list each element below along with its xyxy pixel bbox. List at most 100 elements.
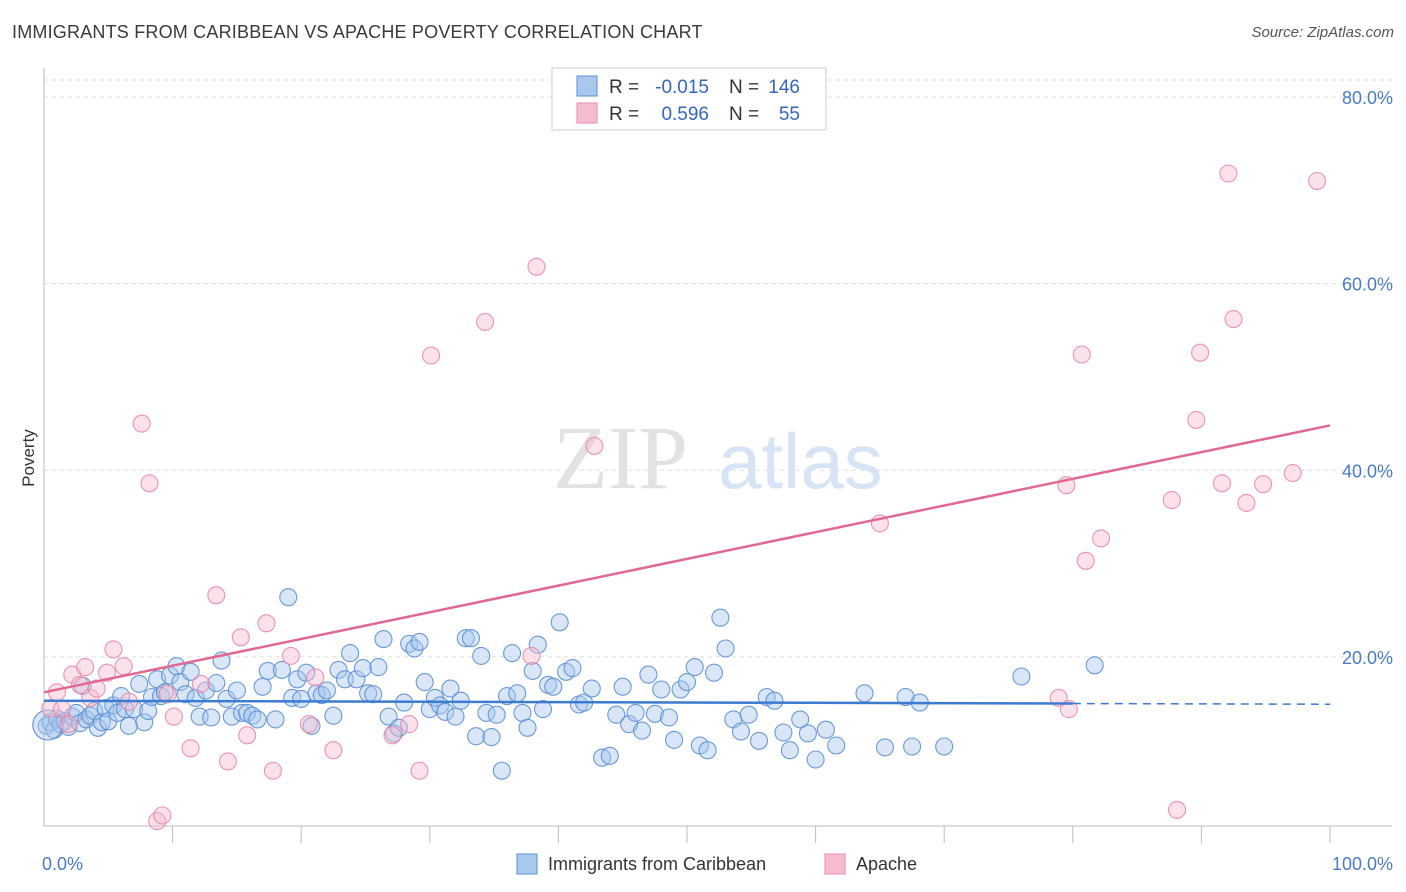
x-tick-labels: 0.0% 100.0% bbox=[42, 854, 1393, 874]
apache-point bbox=[1162, 491, 1181, 510]
legend-box bbox=[551, 67, 827, 131]
caribbean-point bbox=[749, 731, 769, 750]
caribbean-point bbox=[292, 689, 311, 708]
caribbean-point bbox=[92, 713, 111, 732]
caribbean-point bbox=[600, 746, 619, 765]
caribbean-point bbox=[288, 670, 307, 689]
caribbean-point bbox=[704, 663, 724, 682]
caribbean-point bbox=[508, 684, 527, 703]
caribbean-point bbox=[563, 659, 582, 678]
caribbean-point bbox=[875, 738, 895, 757]
caribbean-point bbox=[716, 639, 735, 658]
apache-point bbox=[238, 726, 257, 745]
caribbean-point bbox=[266, 710, 285, 729]
caribbean-point bbox=[446, 707, 465, 726]
caribbean-point bbox=[472, 646, 491, 665]
caribbean-point bbox=[626, 703, 645, 722]
x-tick-label: 100.0% bbox=[1332, 854, 1393, 874]
caribbean-point bbox=[659, 708, 679, 727]
caribbean-point bbox=[593, 748, 612, 767]
caribbean-point bbox=[410, 632, 429, 651]
apache-point bbox=[158, 685, 177, 704]
apache-point bbox=[410, 761, 429, 780]
apache-point bbox=[231, 628, 250, 647]
watermark-zip: ZIP bbox=[553, 409, 688, 508]
caribbean-point bbox=[238, 703, 257, 722]
caribbean-point bbox=[415, 673, 434, 692]
series-legend-label-apache: Apache bbox=[856, 854, 917, 874]
legend-r-value-2: 0.596 bbox=[661, 104, 709, 125]
apache-point bbox=[263, 761, 282, 780]
legend-n-value-1: 146 bbox=[768, 77, 800, 98]
y-tick-labels: 20.0% 40.0% 60.0% 80.0% bbox=[1342, 88, 1393, 668]
apache-point bbox=[527, 257, 546, 276]
caribbean-trend-line bbox=[43, 699, 1073, 705]
apache-point bbox=[47, 683, 66, 702]
caribbean-point bbox=[272, 660, 291, 679]
apache-point bbox=[1059, 700, 1078, 719]
caribbean-point bbox=[202, 708, 221, 727]
apache-point bbox=[114, 657, 133, 676]
y-tick-label: 80.0% bbox=[1342, 88, 1393, 108]
caribbean-point bbox=[903, 737, 922, 756]
legend-r-value-1: -0.015 bbox=[655, 77, 709, 98]
caribbean-point bbox=[639, 665, 658, 684]
caribbean-point bbox=[176, 685, 195, 704]
caribbean-point bbox=[456, 629, 475, 648]
caribbean-point bbox=[774, 723, 793, 742]
caribbean-point bbox=[487, 705, 506, 724]
apache-point bbox=[1224, 310, 1243, 329]
caribbean-point bbox=[207, 673, 226, 693]
caribbean-point bbox=[364, 685, 383, 704]
caribbean-point bbox=[139, 701, 158, 721]
series-apache-points bbox=[41, 164, 1327, 831]
y-tick-label: 20.0% bbox=[1342, 648, 1393, 668]
apache-point bbox=[148, 812, 167, 831]
caribbean-point bbox=[353, 659, 372, 678]
caribbean-point bbox=[1012, 667, 1031, 686]
apache-point bbox=[1219, 164, 1238, 183]
caribbean-point bbox=[329, 660, 348, 679]
apache-point bbox=[191, 674, 210, 693]
apache-point bbox=[522, 646, 541, 665]
y-axis-title: Poverty bbox=[19, 429, 38, 487]
caribbean-point bbox=[677, 673, 697, 692]
apache-point bbox=[383, 726, 402, 745]
apache-point bbox=[1254, 475, 1273, 494]
apache-point bbox=[153, 806, 172, 825]
apache-point bbox=[1212, 474, 1232, 493]
caribbean-point bbox=[379, 707, 398, 726]
apache-point bbox=[585, 436, 604, 456]
caribbean-point bbox=[711, 608, 730, 627]
apache-point bbox=[164, 707, 183, 726]
caribbean-point bbox=[523, 661, 542, 680]
caribbean-trend-extension bbox=[1072, 702, 1331, 705]
caribbean-point bbox=[492, 761, 511, 780]
caribbean-point bbox=[248, 710, 267, 729]
apache-point bbox=[476, 312, 495, 331]
caribbean-point bbox=[374, 630, 393, 649]
caribbean-point bbox=[613, 677, 632, 696]
caribbean-point bbox=[503, 644, 522, 663]
legend-r-label-1: R = bbox=[609, 77, 639, 98]
series-legend-label-caribbean: Immigrants from Caribbean bbox=[548, 854, 766, 874]
caribbean-point bbox=[222, 707, 241, 726]
apache-point bbox=[281, 646, 300, 665]
caribbean-point bbox=[582, 679, 601, 698]
chart-source: Source: ZipAtlas.com bbox=[1251, 24, 1394, 41]
caribbean-point bbox=[369, 658, 388, 677]
y-tick-label: 60.0% bbox=[1342, 275, 1393, 295]
apache-point bbox=[1308, 171, 1327, 191]
apache-point bbox=[132, 414, 151, 433]
legend-swatch-pink bbox=[576, 102, 598, 124]
caribbean-point bbox=[347, 670, 366, 689]
caribbean-point bbox=[253, 677, 272, 696]
caribbean-point bbox=[482, 728, 501, 747]
caribbean-point bbox=[827, 736, 846, 755]
apache-point bbox=[104, 640, 123, 659]
caribbean-point bbox=[528, 635, 547, 654]
axes bbox=[43, 68, 1392, 843]
caribbean-point bbox=[550, 613, 569, 632]
caribbean-point bbox=[341, 644, 360, 663]
grid-lines bbox=[44, 79, 1392, 658]
